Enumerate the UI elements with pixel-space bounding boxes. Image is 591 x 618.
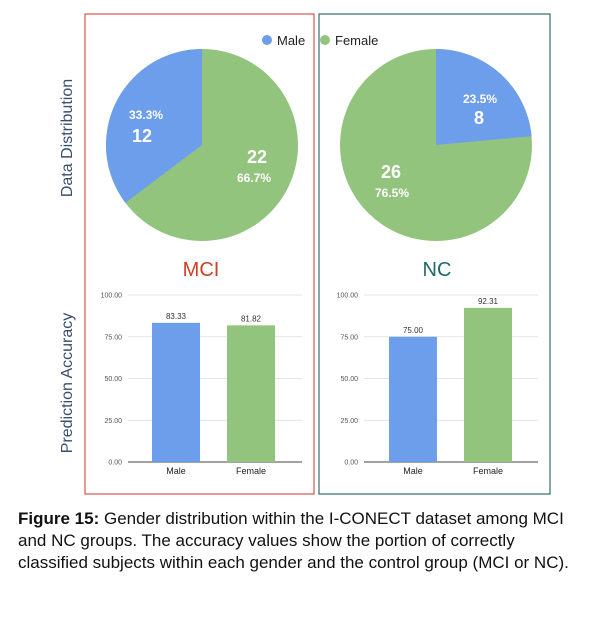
- figure: Male Female Data Distribution Prediction…: [59, 13, 551, 495]
- mci-bar-female: [227, 325, 275, 462]
- mci-y-tick-label: 25.00: [104, 418, 122, 425]
- mci-y-tick-label: 50.00: [104, 376, 122, 383]
- caption-label: Figure 15:: [18, 509, 100, 528]
- mci-x-tick-label: Female: [236, 466, 266, 476]
- legend-male-label: Male: [277, 33, 305, 48]
- nc-group-title: NC: [423, 259, 452, 281]
- mci-y-tick-label: 0.00: [108, 460, 122, 467]
- nc-data-label: 75.00: [403, 326, 424, 335]
- nc-bar-female: [464, 307, 512, 462]
- legend: Male Female: [262, 33, 378, 48]
- nc-y-tick-label: 75.00: [340, 334, 358, 341]
- nc-male-slice: [436, 49, 532, 145]
- mci-bar-male: [152, 322, 200, 462]
- mci-female-percent-label: 66.7%: [237, 171, 271, 185]
- nc-pie-chart: 23.5% 8 26 76.5%: [340, 49, 532, 241]
- mci-data-label: 83.33: [166, 312, 187, 321]
- nc-male-count-label: 8: [474, 108, 484, 128]
- legend-female-label: Female: [335, 33, 378, 48]
- mci-pie-chart: 33.3% 12 22 66.7%: [106, 49, 298, 241]
- mci-panel-border: [84, 13, 315, 495]
- mci-male-count-label: 12: [132, 126, 152, 146]
- nc-x-tick-label: Female: [473, 466, 503, 476]
- mci-y-tick-label: 75.00: [104, 334, 122, 341]
- nc-panel-border: [318, 13, 551, 495]
- mci-male-percent-label: 33.3%: [129, 108, 163, 122]
- nc-x-tick-label: Male: [403, 466, 423, 476]
- nc-bar-chart: 0.00 25.00 50.00 75.00 100.00 75.00 Male 92.31 F…: [337, 293, 538, 476]
- nc-female-count-label: 26: [381, 162, 401, 182]
- legend-male-marker: [262, 35, 272, 45]
- mci-data-label: 81.82: [241, 314, 262, 323]
- mci-group-title: MCI: [183, 259, 220, 281]
- caption-text: Gender distribution within the I-CONECT …: [18, 509, 569, 572]
- nc-y-tick-label: 0.00: [344, 460, 358, 467]
- mci-y-tick-label: 100.00: [101, 293, 123, 300]
- nc-y-tick-label: 50.00: [340, 376, 358, 383]
- mci-female-count-label: 22: [247, 147, 267, 167]
- nc-female-percent-label: 76.5%: [375, 186, 409, 200]
- row-label-distribution: Data Distribution: [59, 79, 76, 197]
- nc-y-tick-label: 25.00: [340, 418, 358, 425]
- nc-y-tick-label: 100.00: [337, 293, 359, 300]
- row-label-accuracy: Prediction Accuracy: [59, 313, 76, 454]
- mci-x-tick-label: Male: [166, 466, 186, 476]
- nc-bar-male: [389, 336, 437, 462]
- legend-female-marker: [320, 35, 330, 45]
- mci-bar-chart: 0.00 25.00 50.00 75.00 100.00 83.33 Male 81.82 F…: [101, 293, 302, 476]
- mci-male-slice: [106, 49, 202, 203]
- figure-caption: Figure 15: Gender distribution within th…: [18, 508, 583, 574]
- nc-male-percent-label: 23.5%: [463, 92, 497, 106]
- nc-data-label: 92.31: [478, 297, 499, 306]
